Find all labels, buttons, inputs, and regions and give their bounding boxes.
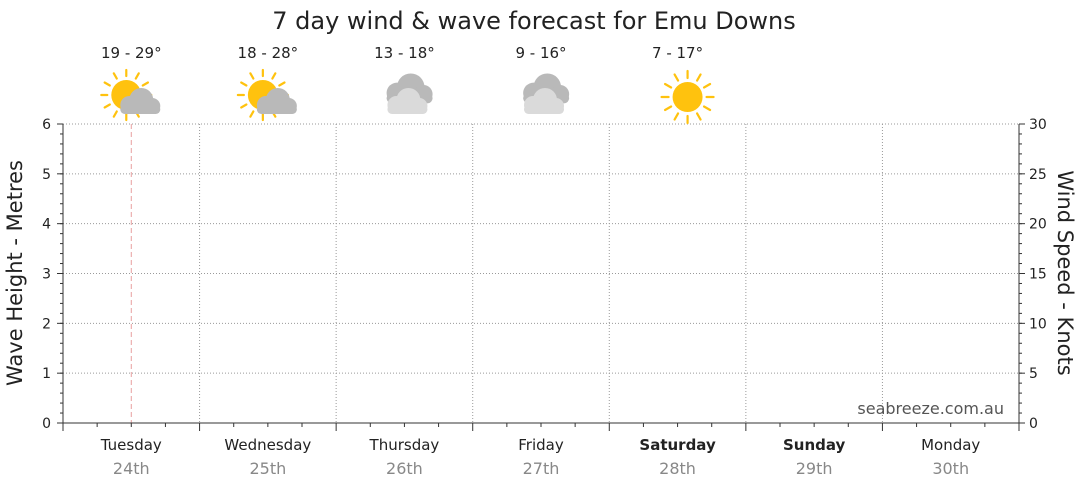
day-label-tuesday: Tuesday <box>100 436 162 454</box>
day-labels: Tuesday 24th Wednesday 25th Thursday 26th Frid… <box>100 436 981 478</box>
sun-ray <box>112 72 118 80</box>
day-label-saturday: Saturday <box>639 436 716 454</box>
day-label-wednesday: Wednesday <box>224 436 311 454</box>
y-tick-label-right: 20 <box>1029 217 1047 233</box>
sun-ray <box>695 112 702 121</box>
y-tick-label-left: 0 <box>42 416 51 432</box>
partly-cloudy-icon <box>100 68 161 122</box>
y-tick-label-right: 30 <box>1029 117 1047 133</box>
sun-ray <box>103 81 111 87</box>
date-label: 24th <box>113 459 150 478</box>
weather-icons: 19 - 29° 18 - 28° 13 - 18° 9 - 16° 7 - 17° <box>100 44 715 125</box>
temperature-range: 7 - 17° <box>652 44 703 62</box>
sun-ray <box>112 110 118 118</box>
watermark: seabreeze.com.au <box>857 399 1004 418</box>
temperature-range: 9 - 16° <box>515 44 566 62</box>
sun-ray <box>663 82 673 89</box>
date-label: 28th <box>659 459 696 478</box>
sun-ray <box>240 81 248 87</box>
y-tick-label-right: 25 <box>1029 167 1047 183</box>
y-tick-label-left: 3 <box>42 267 51 283</box>
sun-ray <box>249 110 255 118</box>
sun-ray <box>278 81 286 87</box>
y-tick-label-left: 4 <box>42 217 51 233</box>
y-tick-label-right: 5 <box>1029 366 1038 382</box>
temperature-range: 19 - 29° <box>101 44 162 62</box>
date-label: 26th <box>386 459 423 478</box>
temperature-range: 13 - 18° <box>374 44 435 62</box>
cloud-base <box>387 105 428 114</box>
cloud-base <box>120 105 161 114</box>
y-tick-label-left: 6 <box>42 117 51 133</box>
date-label: 29th <box>796 459 833 478</box>
cloudy-icon <box>523 73 570 114</box>
axes: 0 1 2 3 4 5 6 0 5 10 15 20 25 30 <box>42 117 1047 432</box>
cloud-base <box>524 105 564 114</box>
day-label-monday: Monday <box>921 436 980 454</box>
y-tick-label-left: 2 <box>42 316 51 332</box>
day-label-thursday: Thursday <box>369 436 440 454</box>
sun-ray <box>702 82 712 89</box>
temperature-range: 18 - 28° <box>238 44 299 62</box>
date-label: 30th <box>932 459 969 478</box>
sunny-icon <box>660 69 715 125</box>
sun-ray <box>141 81 150 87</box>
y-axis-label-right: Wind Speed - Knots <box>1053 170 1077 375</box>
cloudy-icon <box>386 73 433 114</box>
day-label-sunday: Sunday <box>783 436 846 454</box>
date-label: 27th <box>523 459 560 478</box>
sun-ray <box>134 72 140 80</box>
y-tick-label-right: 15 <box>1029 267 1047 283</box>
sun-ray <box>249 72 255 80</box>
cloud-base <box>256 105 297 114</box>
y-tick-label-right: 0 <box>1029 416 1038 432</box>
sun-ray <box>103 103 111 109</box>
y-tick-label-left: 5 <box>42 167 51 183</box>
sun-ray <box>673 73 680 82</box>
y-tick-label-left: 1 <box>42 366 51 382</box>
sun-ray <box>271 72 277 80</box>
sun-ray <box>695 73 702 82</box>
y-tick-label-right: 10 <box>1029 316 1047 332</box>
sun-ray <box>673 112 680 121</box>
sun-disc <box>672 82 703 112</box>
date-label: 25th <box>249 459 286 478</box>
sun-ray <box>240 103 248 109</box>
sun-ray <box>702 105 712 112</box>
chart-title: 7 day wind & wave forecast for Emu Downs <box>272 7 796 35</box>
sun-ray <box>663 105 673 112</box>
y-axis-label-left: Wave Height - Metres <box>3 160 27 386</box>
grid <box>63 123 1019 423</box>
day-label-friday: Friday <box>518 436 564 454</box>
partly-cloudy-icon <box>236 68 297 122</box>
